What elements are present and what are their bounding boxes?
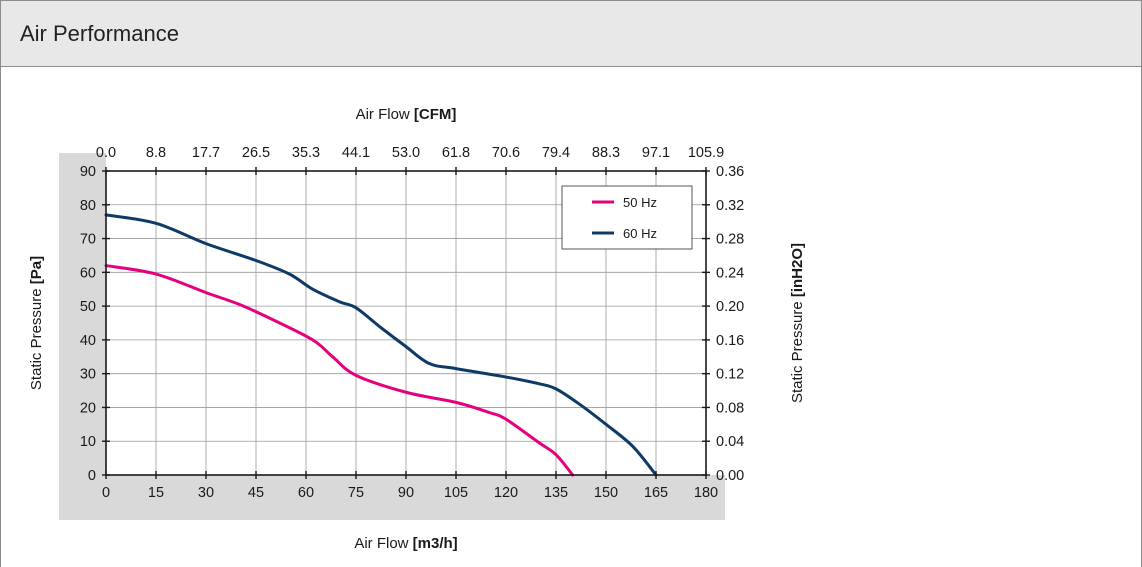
y-axis-left-title: Static Pressure [Pa]	[28, 256, 45, 390]
y-axis-right-unit: [inH2O]	[789, 243, 806, 297]
x-bottom-tick-label: 45	[248, 485, 264, 501]
y-right-tick-label: 0.28	[716, 232, 744, 248]
x-bottom-tick-label: 30	[198, 485, 214, 501]
x-axis-bottom-unit: [m3/h]	[413, 535, 458, 552]
x-top-tick-label: 26.5	[242, 145, 270, 161]
x-axis-bottom-title: Air Flow [m3/h]	[354, 535, 457, 552]
y-left-tick-label: 90	[80, 164, 96, 180]
y-left-tick-label: 10	[80, 434, 96, 450]
x-top-tick-label: 53.0	[392, 145, 420, 161]
x-top-tick-label: 8.8	[146, 145, 166, 161]
x-top-tick-label: 105.9	[688, 145, 724, 161]
legend-box	[561, 185, 693, 250]
x-bottom-tick-label: 150	[594, 485, 618, 501]
x-bottom-tick-label: 15	[148, 485, 164, 501]
y-axis-left-unit: [Pa]	[28, 256, 45, 284]
x-bottom-tick-label: 105	[444, 485, 468, 501]
y-right-tick-label: 0.08	[716, 400, 744, 416]
y-right-tick-label: 0.36	[716, 164, 744, 180]
x-top-tick-label: 79.4	[542, 145, 570, 161]
y-left-tick-label: 60	[80, 265, 96, 281]
x-top-tick-label: 88.3	[592, 145, 620, 161]
y-right-tick-label: 0.12	[716, 367, 744, 383]
panel-header: Air Performance	[1, 1, 1141, 67]
y-left-tick-label: 0	[88, 468, 96, 484]
x-top-tick-label: 70.6	[492, 145, 520, 161]
legend: 50 Hz 60 Hz	[561, 185, 693, 250]
x-top-tick-label: 17.7	[192, 145, 220, 161]
x-bottom-tick-label: 75	[348, 485, 364, 501]
x-top-tick-label: 61.8	[442, 145, 470, 161]
x-bottom-tick-label: 135	[544, 485, 568, 501]
left-axis-band	[59, 153, 106, 520]
x-bottom-tick-label: 0	[102, 485, 110, 501]
y-right-tick-label: 0.32	[716, 198, 744, 214]
y-left-tick-label: 20	[80, 400, 96, 416]
x-bottom-tick-label: 90	[398, 485, 414, 501]
x-axis-top-unit: [CFM]	[414, 106, 456, 123]
y-axis-right-title-text: Static Pressure	[789, 297, 806, 403]
x-top-tick-label: 97.1	[642, 145, 670, 161]
x-axis-bottom-title-text: Air Flow	[354, 535, 412, 552]
series-line-50hz	[104, 264, 575, 477]
x-top-tick-label: 44.1	[342, 145, 370, 161]
y-right-tick-label: 0.16	[716, 333, 744, 349]
tick-labels: 0 15 30 45 60 75 90 105 120 135 150 165 180 0.0 8.8 17.…	[80, 145, 744, 501]
y-left-tick-label: 50	[80, 299, 96, 315]
series-line-60hz	[104, 213, 658, 477]
panel-title: Air Performance	[20, 20, 179, 46]
x-top-tick-label: 0.0	[96, 145, 116, 161]
bottom-axis-band	[59, 475, 725, 520]
y-right-tick-label: 0.04	[716, 434, 744, 450]
y-right-tick-label: 0.00	[716, 468, 744, 484]
x-bottom-tick-label: 60	[298, 485, 314, 501]
x-bottom-tick-label: 120	[494, 485, 518, 501]
series-layer	[104, 213, 658, 477]
x-bottom-tick-label: 165	[644, 485, 668, 501]
y-left-tick-label: 30	[80, 367, 96, 383]
y-axis-left-title-text: Static Pressure	[28, 284, 45, 390]
y-left-tick-label: 80	[80, 198, 96, 214]
y-left-tick-label: 40	[80, 333, 96, 349]
x-top-tick-label: 35.3	[292, 145, 320, 161]
axis-frame	[102, 167, 710, 479]
x-axis-top-title: Air Flow [CFM]	[356, 106, 457, 123]
legend-label: 50 Hz	[623, 195, 657, 210]
y-left-tick-label: 70	[80, 232, 96, 248]
y-right-tick-label: 0.24	[716, 265, 744, 281]
y-right-tick-label: 0.20	[716, 299, 744, 315]
x-axis-top-title-text: Air Flow	[356, 106, 414, 123]
x-bottom-tick-label: 180	[694, 485, 718, 501]
legend-label: 60 Hz	[623, 226, 657, 241]
y-axis-right-title: Static Pressure [inH2O]	[789, 243, 806, 403]
